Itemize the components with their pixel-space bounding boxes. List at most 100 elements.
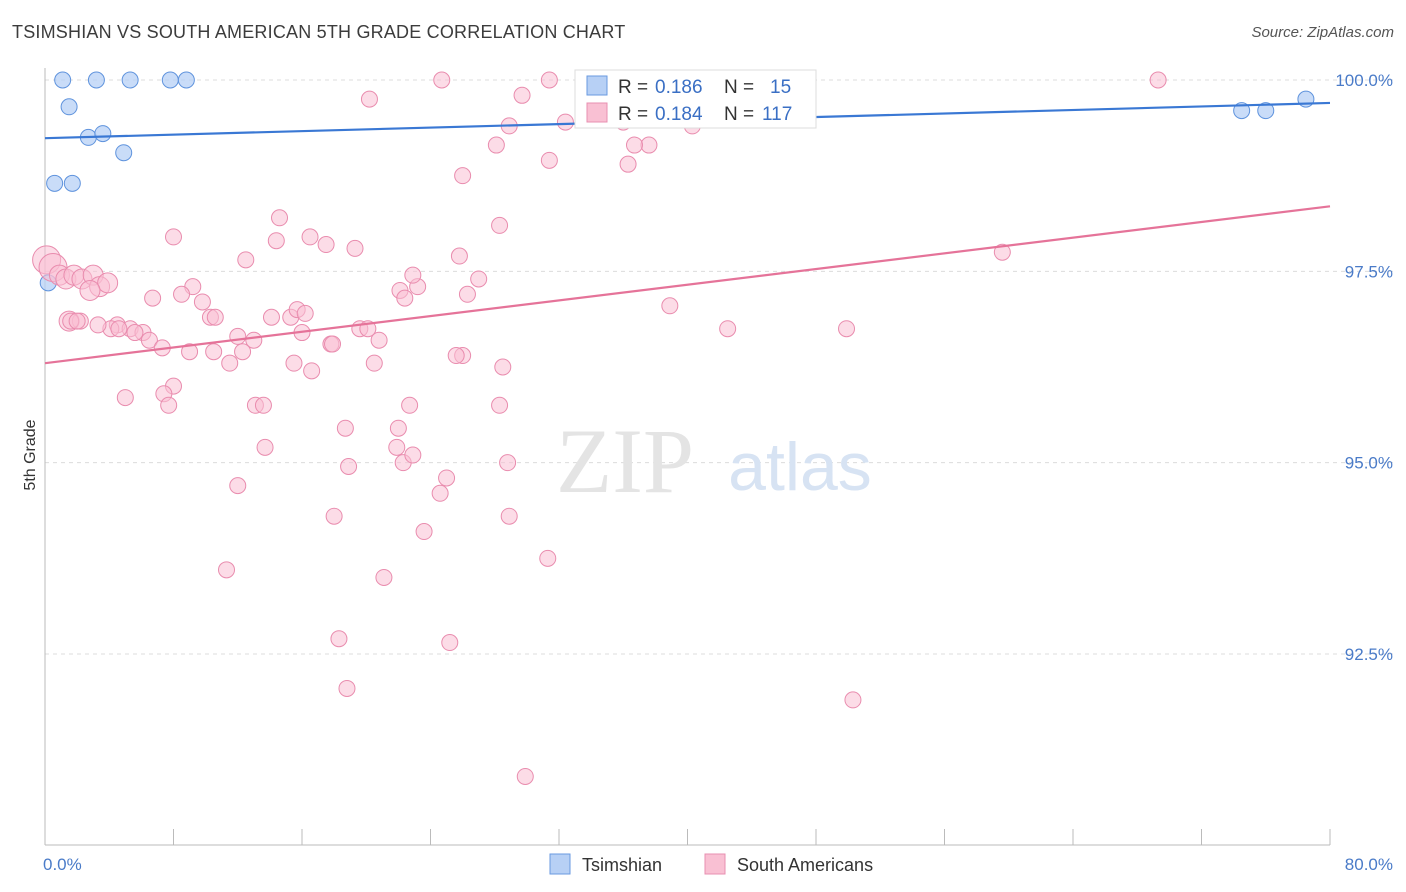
bottom-legend-swatch-south-americans — [704, 853, 726, 875]
south-americans-point — [254, 396, 272, 414]
legend-n-label: N = — [724, 104, 754, 125]
tsimshian-point — [94, 125, 112, 143]
south-americans-point — [181, 343, 199, 361]
south-americans-point — [491, 216, 509, 234]
x-tick-label: 80.0% — [1345, 855, 1393, 874]
south-americans-point — [330, 630, 348, 648]
legend-n-value-tsimshian: 15 — [770, 77, 791, 98]
south-americans-point — [370, 331, 388, 349]
south-americans-point — [441, 634, 459, 652]
south-americans-point — [325, 507, 343, 525]
south-americans-point — [540, 151, 558, 169]
south-americans-point — [458, 285, 476, 303]
watermark-atlas: atlas — [728, 429, 872, 505]
south-americans-point — [245, 331, 263, 349]
tsimshian-point — [1257, 102, 1275, 120]
legend-r-label: R = — [618, 77, 648, 98]
south-americans-point — [229, 327, 247, 345]
south-americans-point — [365, 354, 383, 372]
tick-labels: 92.5% 95.0% 97.5% 100.0% 0.0% 80.0% — [43, 71, 1393, 874]
south-americans-point — [491, 396, 509, 414]
south-americans-point — [89, 316, 107, 334]
legend-r-value-south-americans: 0.184 — [655, 104, 703, 125]
tsimshian-point — [115, 144, 133, 162]
bottom-legend-swatch-tsimshian — [549, 853, 571, 875]
south-americans-point — [296, 304, 314, 322]
south-americans-point — [221, 354, 239, 372]
south-americans-point — [340, 457, 358, 475]
data-points — [32, 71, 1315, 785]
tsimshian-point — [121, 71, 139, 89]
legend-swatch-tsimshian — [586, 75, 608, 96]
south-americans-point — [205, 343, 223, 361]
y-tick-label: 95.0% — [1345, 454, 1393, 473]
south-americans-point — [388, 438, 406, 456]
south-americans-point — [360, 90, 378, 108]
bottom-legend: Tsimshian South Americans — [549, 853, 873, 875]
south-americans-point — [500, 507, 518, 525]
y-tick-label: 100.0% — [1335, 71, 1393, 90]
legend-n-label: N = — [724, 77, 754, 98]
south-americans-point — [165, 228, 182, 246]
south-americans-point — [97, 272, 119, 294]
south-americans-point — [625, 136, 643, 154]
south-americans-point — [516, 767, 534, 785]
south-americans-point — [338, 679, 356, 697]
tsimshian-point — [63, 174, 81, 192]
axes — [44, 68, 1331, 846]
legend-box: R = 0.186 N = 15 R = 0.184 N = 117 — [574, 69, 817, 129]
south-americans-point — [79, 279, 101, 301]
y-axis-title: 5th Grade — [22, 419, 39, 490]
south-americans-point — [438, 469, 456, 487]
south-americans-point — [301, 228, 319, 246]
south-americans-point — [140, 331, 158, 349]
south-americans-point — [404, 446, 422, 464]
south-americans-point — [499, 454, 517, 472]
south-americans-point — [173, 285, 191, 303]
south-americans-point — [317, 236, 335, 254]
south-americans-point — [1149, 71, 1167, 89]
south-americans-point — [993, 243, 1011, 261]
tsimshian-point — [87, 71, 105, 89]
south-americans-point — [415, 523, 433, 541]
south-americans-point — [234, 343, 252, 361]
south-americans-trend-line — [44, 205, 1331, 365]
south-americans-point — [838, 320, 856, 338]
legend-r-label: R = — [618, 104, 648, 125]
south-americans-point — [487, 136, 505, 154]
south-americans-point — [346, 239, 364, 257]
legend-r-value-tsimshian: 0.186 — [655, 77, 703, 98]
south-americans-point — [540, 71, 558, 89]
south-americans-point — [336, 419, 354, 437]
south-americans-point — [401, 396, 419, 414]
south-americans-point — [262, 308, 280, 326]
tsimshian-point — [177, 71, 195, 89]
south-americans-point — [256, 438, 274, 456]
tsimshian-point — [161, 71, 179, 89]
bottom-legend-label-south-americans: South Americans — [737, 855, 873, 875]
south-americans-point — [470, 270, 488, 288]
tsimshian-point — [60, 98, 78, 116]
south-americans-point — [324, 335, 342, 353]
south-americans-point — [719, 320, 737, 338]
south-americans-point — [661, 297, 679, 315]
south-americans-point — [110, 320, 128, 338]
tsimshian-point — [54, 71, 72, 89]
chart-title: TSIMSHIAN VS SOUTH AMERICAN 5TH GRADE CO… — [12, 22, 626, 42]
south-americans-point — [556, 113, 574, 131]
south-americans-point — [433, 71, 451, 89]
grid-lines — [45, 79, 1395, 655]
south-americans-point — [450, 247, 468, 265]
south-americans-point — [267, 232, 285, 250]
tsimshian-point — [1233, 102, 1251, 120]
legend-swatch-south-americans — [586, 102, 608, 123]
bottom-legend-label-tsimshian: Tsimshian — [582, 855, 662, 875]
south-americans-point — [375, 568, 393, 586]
south-americans-point — [389, 419, 407, 437]
south-americans-point — [193, 293, 211, 311]
south-americans-point — [513, 86, 531, 104]
y-tick-label: 92.5% — [1345, 645, 1393, 664]
source-label: Source: ZipAtlas.com — [1251, 24, 1394, 41]
south-americans-point — [160, 396, 178, 414]
south-americans-point — [116, 389, 134, 407]
